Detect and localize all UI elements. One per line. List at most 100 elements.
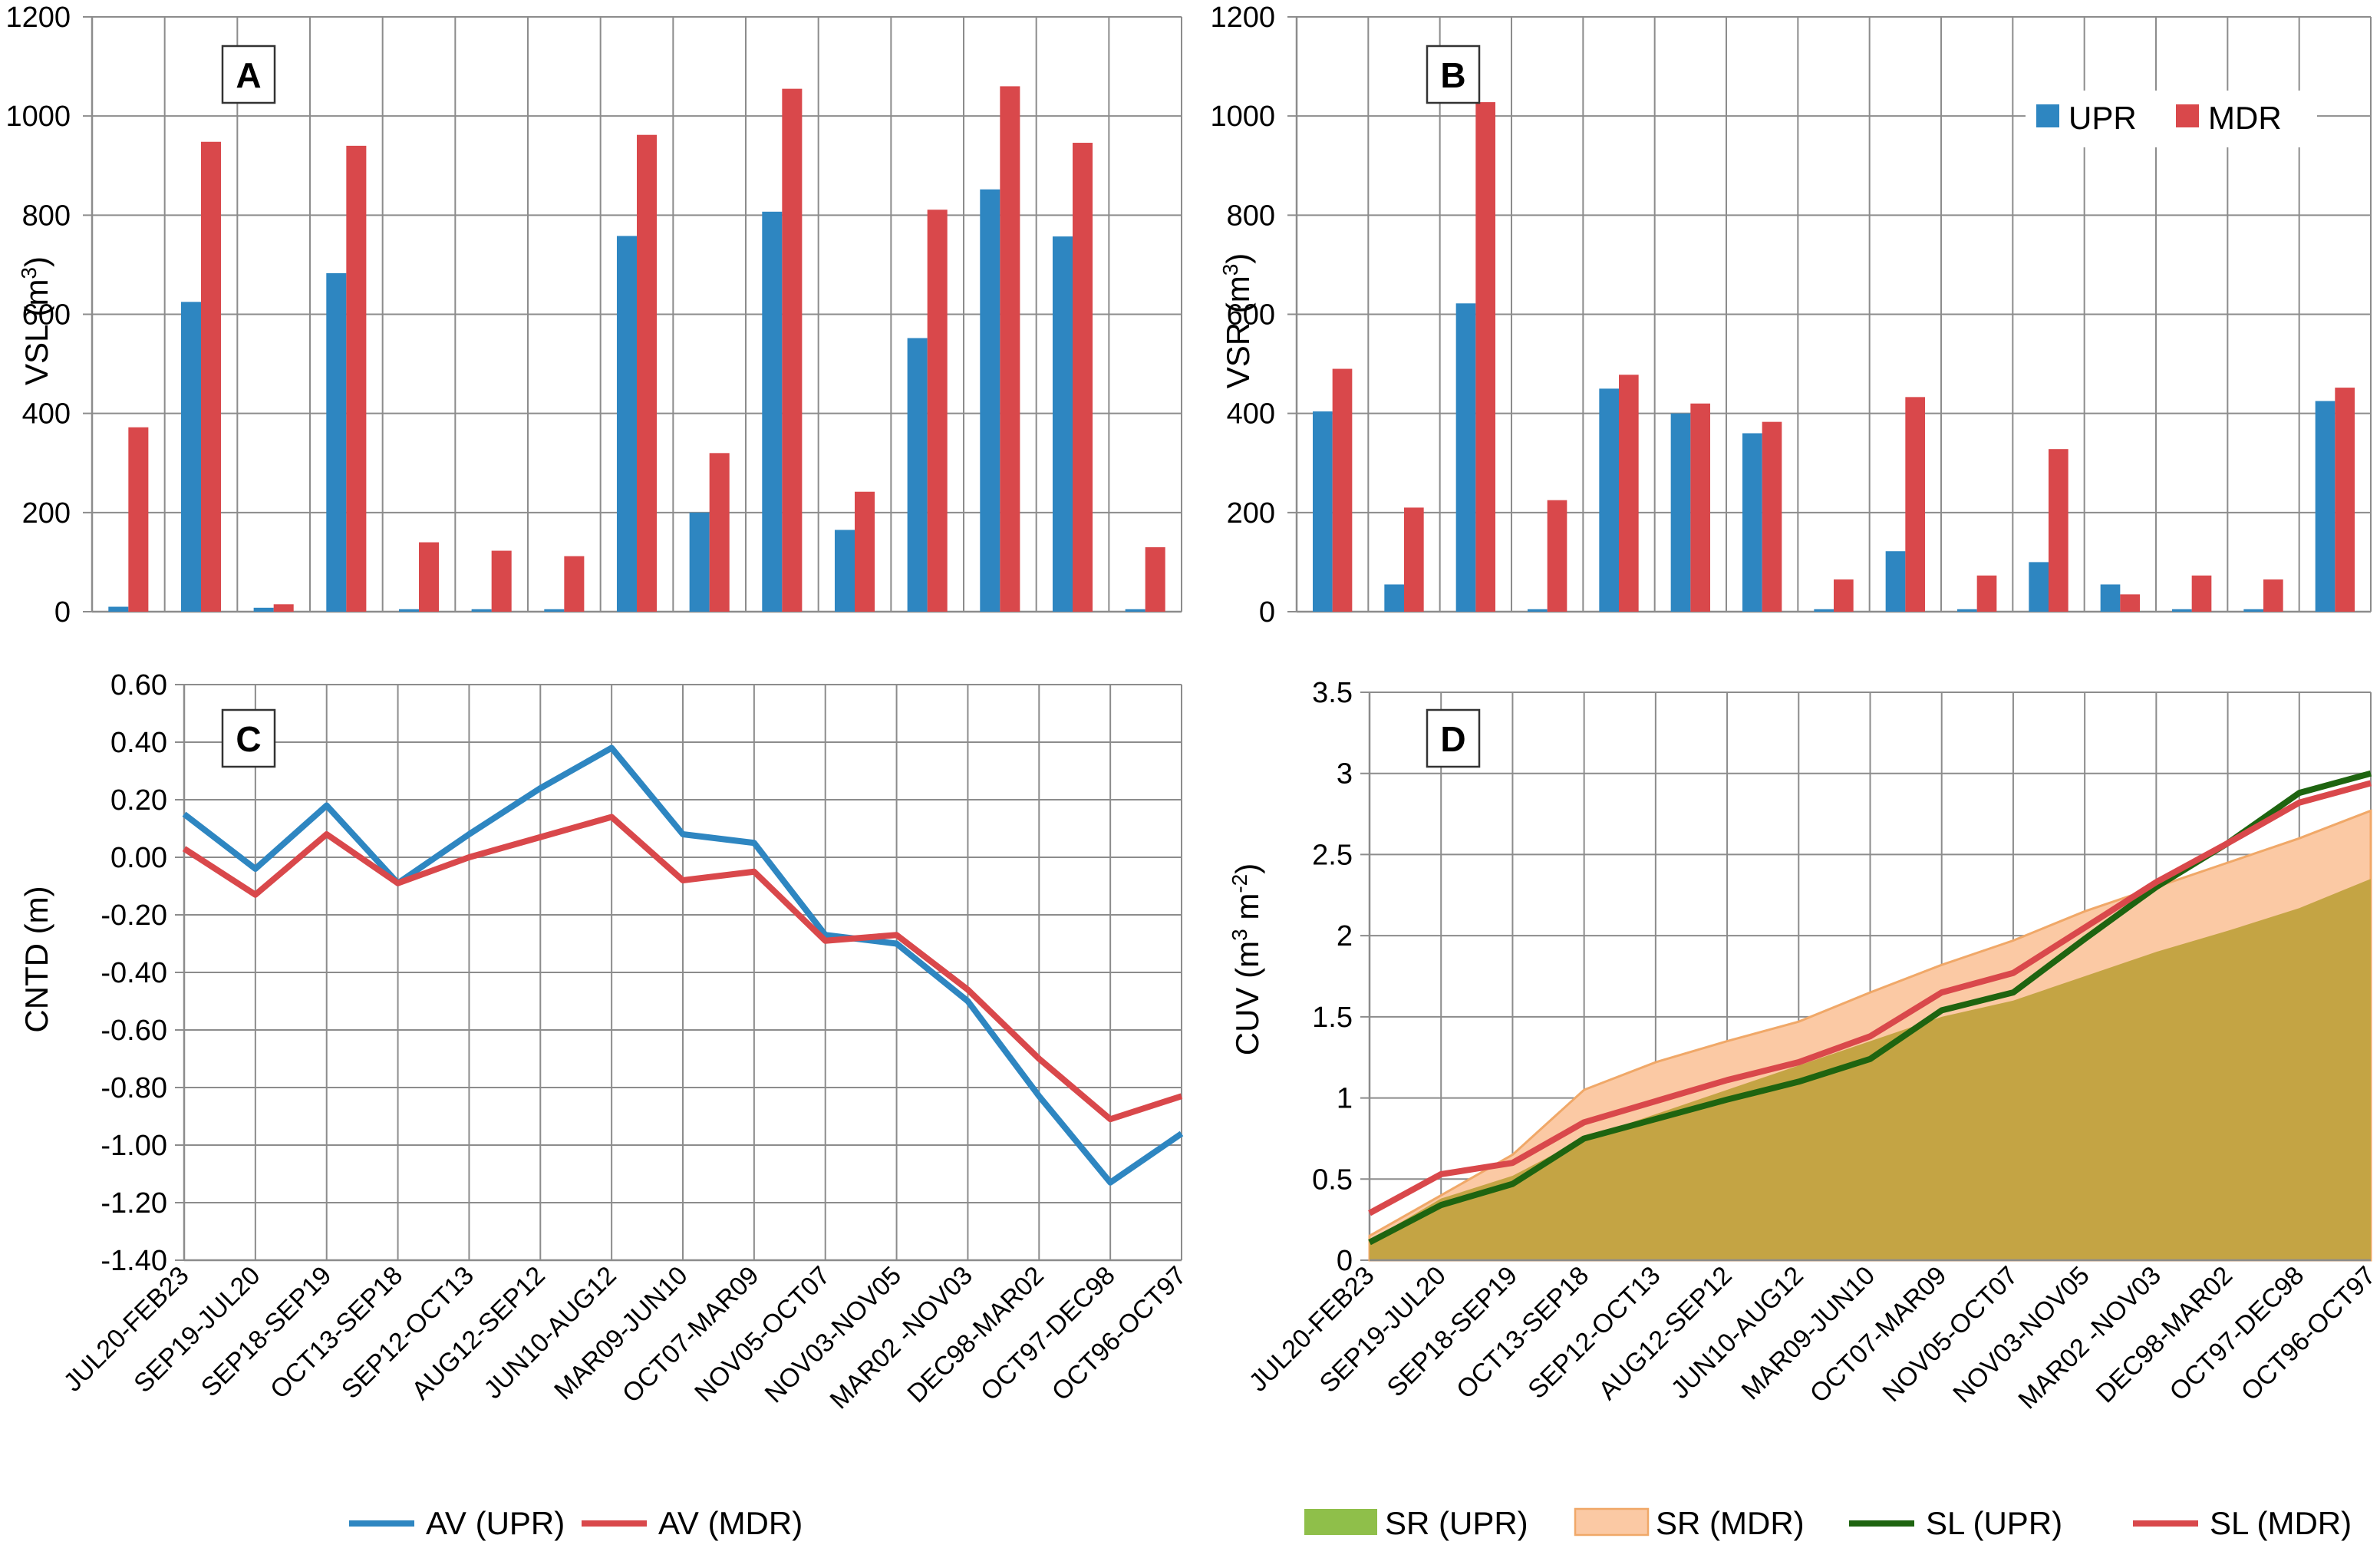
panel-b-bar-mdr-10 <box>2049 449 2068 612</box>
panel-c-ytick-label: -0.80 <box>101 1072 167 1104</box>
panel-c-line-av-upr <box>182 744 1184 1186</box>
panel-c-ytick-label: -0.20 <box>101 899 167 932</box>
panel-a-bar-mdr-11 <box>927 210 948 612</box>
legend-av-mdr-label: AV (MDR) <box>658 1505 803 1541</box>
panel-c-ytick-label: 0.40 <box>110 727 167 759</box>
panel-a-bar-chart: 0 200 400 600 800 1000 1200 VSL (m3) A <box>5 2 1182 629</box>
panel-c-ytick-label: -0.60 <box>101 1015 167 1047</box>
panel-c-ytick-label: 0.60 <box>110 669 167 701</box>
legend-upr-swatch <box>2036 104 2059 127</box>
panel-a-ytick-label: 600 <box>22 299 71 332</box>
panel-a-bar-mdr-8 <box>709 453 730 612</box>
panel-a-bar-upr-0 <box>108 606 129 612</box>
panel-d-ytick-label: 0.5 <box>1312 1164 1353 1196</box>
panel-b-ytick-label: 800 <box>1227 200 1275 232</box>
panel-a-bar-upr-8 <box>689 512 710 612</box>
panel-a-bar-mdr-6 <box>564 556 585 612</box>
panel-b-bar-mdr-8 <box>1905 397 1925 612</box>
panel-d-ytick-label: 2.5 <box>1312 839 1353 871</box>
panel-a-bar-mdr-9 <box>782 88 803 612</box>
panel-c-ytick-label: -0.40 <box>101 957 167 989</box>
panel-a-bar-upr-3 <box>326 272 347 612</box>
legend-sr-mdr-label: SR (MDR) <box>1656 1505 1805 1541</box>
panel-a-bar-upr-13 <box>1052 236 1073 612</box>
panel-d-ytick-label: 0 <box>1337 1245 1353 1277</box>
panel-a-bar-mdr-13 <box>1073 143 1093 612</box>
panel-a-ytick-label: 0 <box>54 596 71 629</box>
panel-a-bar-mdr-2 <box>273 604 294 612</box>
panel-b-bar-mdr-14 <box>2335 388 2355 612</box>
panel-d-category-label: SEP19-JUL20 <box>1314 1261 1452 1398</box>
panel-c-line-chart: -1.40 -1.20 -1.00 -0.80 -0.60 -0.40 -0.20 0.00 0… <box>18 669 1192 1541</box>
legend-sr-upr-label: SR (UPR) <box>1385 1505 1528 1541</box>
panel-d-ytick-label: 1 <box>1337 1083 1353 1115</box>
panel-b-bar-mdr-2 <box>1475 102 1495 612</box>
legend-sl-mdr-label: SL (MDR) <box>2210 1505 2352 1541</box>
panel-b-bar-mdr-4 <box>1619 375 1639 612</box>
panel-b-label-box <box>1426 45 1481 104</box>
panel-a-bar-upr-7 <box>616 236 637 612</box>
panel-a-ytick-label: 1200 <box>5 2 71 34</box>
panel-c-line-av-mdr <box>182 814 1183 1123</box>
panel-d-area-sr-upr <box>1370 879 2371 1260</box>
panel-b-bar-mdr-3 <box>1547 500 1567 612</box>
panel-a-bar-mdr-10 <box>855 491 875 612</box>
panel-a-bar-upr-1 <box>180 302 201 612</box>
panel-a-ytick-label: 200 <box>22 497 71 530</box>
panel-b-bar-upr-11 <box>2100 584 2121 612</box>
legend-sl-upr-label: SL (UPR) <box>1926 1505 2062 1541</box>
panel-b-bar-mdr-13 <box>2263 579 2283 612</box>
panel-a-bar-upr-10 <box>834 530 855 612</box>
panel-b-bar-mdr-9 <box>1976 575 1997 612</box>
panel-a-bar-upr-14 <box>1125 609 1145 612</box>
panel-b-ylabel: VSR (m3) <box>1218 253 1257 389</box>
panel-c-label-box <box>221 708 276 768</box>
panel-c-ytick-label: 0.20 <box>110 784 167 817</box>
panel-d-ytick-label: 2 <box>1337 920 1353 952</box>
panel-b-bar-upr-12 <box>2172 609 2192 612</box>
panel-b-bar-upr-0 <box>1313 411 1333 612</box>
panel-c-label: C <box>236 719 261 759</box>
panel-b-legend: UPR MDR <box>2026 91 2317 147</box>
panel-b-bar-upr-1 <box>1384 584 1404 612</box>
panel-a-bar-mdr-1 <box>201 141 222 612</box>
panel-b-ytick-label: 200 <box>1227 497 1275 530</box>
panel-d-line-sl-mdr <box>1368 780 2372 1216</box>
panel-a-bar-mdr-4 <box>419 542 440 612</box>
panel-b-bar-upr-10 <box>2029 562 2049 612</box>
panel-a-bar-mdr-3 <box>346 145 367 612</box>
panel-b-bar-upr-8 <box>1885 551 1906 612</box>
panel-c-ytick-label: -1.20 <box>101 1187 167 1220</box>
panel-b-bar-upr-3 <box>1528 609 1548 612</box>
legend-mdr-label: MDR <box>2208 100 2282 136</box>
panel-a-bar-mdr-0 <box>128 427 149 612</box>
panel-d-area-chart: 00.511.522.533.5 JUL20-FEB23SEP19-JUL20S… <box>1228 677 2380 1541</box>
panel-b-label: B <box>1440 55 1465 95</box>
panel-d-legend: SR (UPR) SR (MDR) SL (UPR) SL (MDR) <box>1304 1505 2352 1541</box>
legend-upr-label: UPR <box>2068 100 2137 136</box>
panel-d-ylabel: CUV (m3 m-2) <box>1228 863 1266 1055</box>
panel-d-ytick-label: 3.5 <box>1312 677 1353 709</box>
panel-b-bar-mdr-0 <box>1332 368 1353 612</box>
panel-b-bar-chart: 0 200 400 600 800 1000 1200 VSR (m3) B UPR MDR <box>1210 2 2372 629</box>
panel-a-bar-upr-5 <box>471 609 492 612</box>
panel-b-ytick-label: 600 <box>1227 299 1275 332</box>
panel-b-bar-mdr-5 <box>1690 403 1710 612</box>
panel-a-bar-upr-9 <box>762 211 783 612</box>
panel-a-bar-upr-6 <box>544 609 565 612</box>
panel-b-bar-upr-7 <box>1814 609 1834 612</box>
panel-b-ytick-label: 1000 <box>1210 101 1275 133</box>
legend-sr-upr-swatch <box>1304 1509 1377 1535</box>
panel-b-bar-upr-6 <box>1742 433 1762 612</box>
legend-sr-mdr-swatch <box>1574 1507 1650 1537</box>
panel-b-bar-mdr-1 <box>1404 507 1424 612</box>
legend-av-upr-label: AV (UPR) <box>426 1505 565 1541</box>
panel-c-ytick-label: -1.40 <box>101 1245 167 1277</box>
panel-d-label: D <box>1440 719 1465 759</box>
panel-b-bar-upr-14 <box>2315 401 2335 612</box>
panel-b-bar-upr-9 <box>1957 609 1977 612</box>
panel-a-bar-upr-4 <box>398 609 419 612</box>
panel-a-bar-mdr-7 <box>637 134 658 612</box>
legend-mdr-swatch <box>2176 104 2199 127</box>
